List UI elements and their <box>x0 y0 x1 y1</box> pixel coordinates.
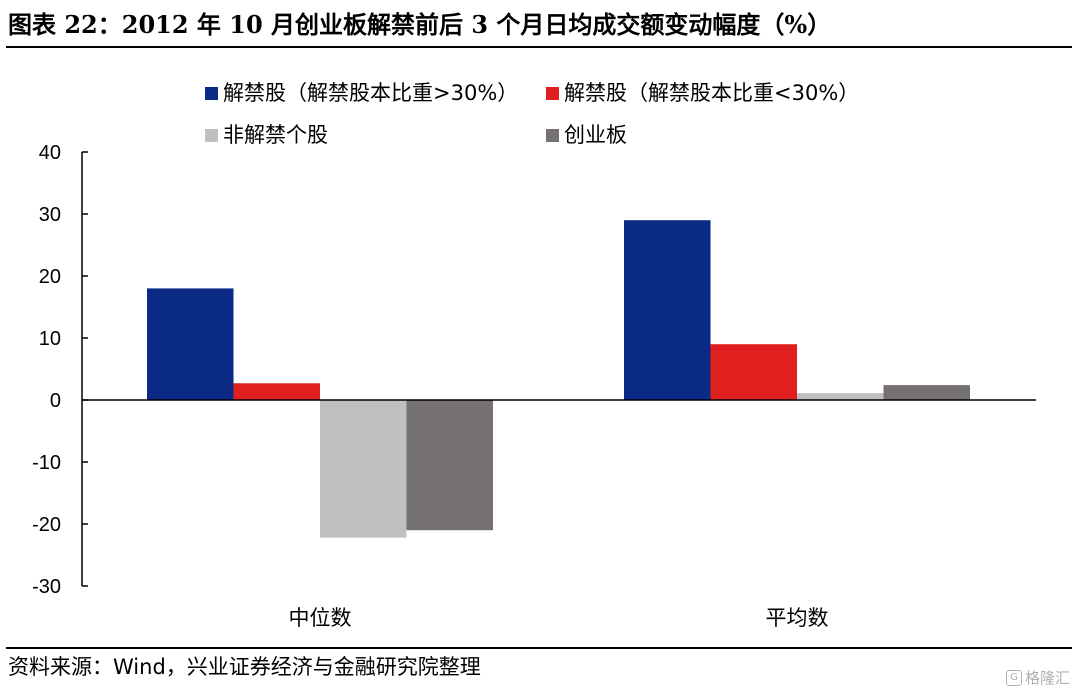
category-label: 平均数 <box>766 606 829 630</box>
watermark-text: 格隆汇 <box>1024 669 1070 687</box>
legend: 解禁股（解禁股本比重>30%） 解禁股（解禁股本比重<30%） 非解禁个股 创业… <box>205 78 905 158</box>
legend-item-series-4: 创业板 <box>546 120 627 150</box>
bar-1-1 <box>147 288 234 400</box>
y-tick-label: 10 <box>39 328 61 350</box>
legend-item-series-2: 解禁股（解禁股本比重<30%） <box>546 78 859 108</box>
source-divider <box>6 647 1072 649</box>
y-tick-label: -20 <box>32 514 61 536</box>
y-tick-label: 20 <box>39 266 61 288</box>
bar-4-1 <box>406 400 493 531</box>
legend-swatch-series-1 <box>205 86 218 100</box>
y-tick-label: 40 <box>39 142 61 164</box>
chart-title: 图表 22：2012 年 10 月创业板解禁前后 3 个月日均成交额变动幅度（%… <box>8 10 832 39</box>
watermark-logo-icon: G <box>1005 669 1022 686</box>
legend-item-series-3: 非解禁个股 <box>205 120 328 150</box>
y-tick-label: -10 <box>32 452 61 474</box>
legend-swatch-series-2 <box>546 86 559 100</box>
watermark: G 格隆汇 <box>1005 667 1070 688</box>
y-tick-label: 30 <box>39 204 61 226</box>
legend-swatch-series-4 <box>546 128 559 142</box>
bars <box>147 220 970 538</box>
y-tick-label: 0 <box>50 390 61 412</box>
category-label: 中位数 <box>289 606 352 630</box>
bar-2-1 <box>233 383 320 400</box>
bar-chart: 40 30 20 10 0 -10 -20 -30 中位数 平均数 <box>32 142 1036 630</box>
bar-3-1 <box>320 400 407 538</box>
title-divider <box>6 46 1072 48</box>
x-axis: 中位数 平均数 <box>82 399 1036 630</box>
legend-item-series-1: 解禁股（解禁股本比重>30%） <box>205 78 518 108</box>
legend-swatch-series-3 <box>205 128 218 142</box>
legend-label-series-4: 创业板 <box>564 123 627 147</box>
y-axis: 40 30 20 10 0 -10 -20 -30 <box>32 142 88 598</box>
legend-label-series-1: 解禁股（解禁股本比重>30%） <box>223 81 519 105</box>
y-tick-label: -30 <box>32 576 61 598</box>
bar-3-2 <box>797 393 884 400</box>
legend-label-series-3: 非解禁个股 <box>223 123 328 147</box>
legend-label-series-2: 解禁股（解禁股本比重<30%） <box>564 81 860 105</box>
bar-1-2 <box>624 220 711 400</box>
bar-2-2 <box>710 344 797 400</box>
source-note: 资料来源：Wind，兴业证券经济与金融研究院整理 <box>8 655 481 679</box>
bar-4-2 <box>883 385 970 400</box>
